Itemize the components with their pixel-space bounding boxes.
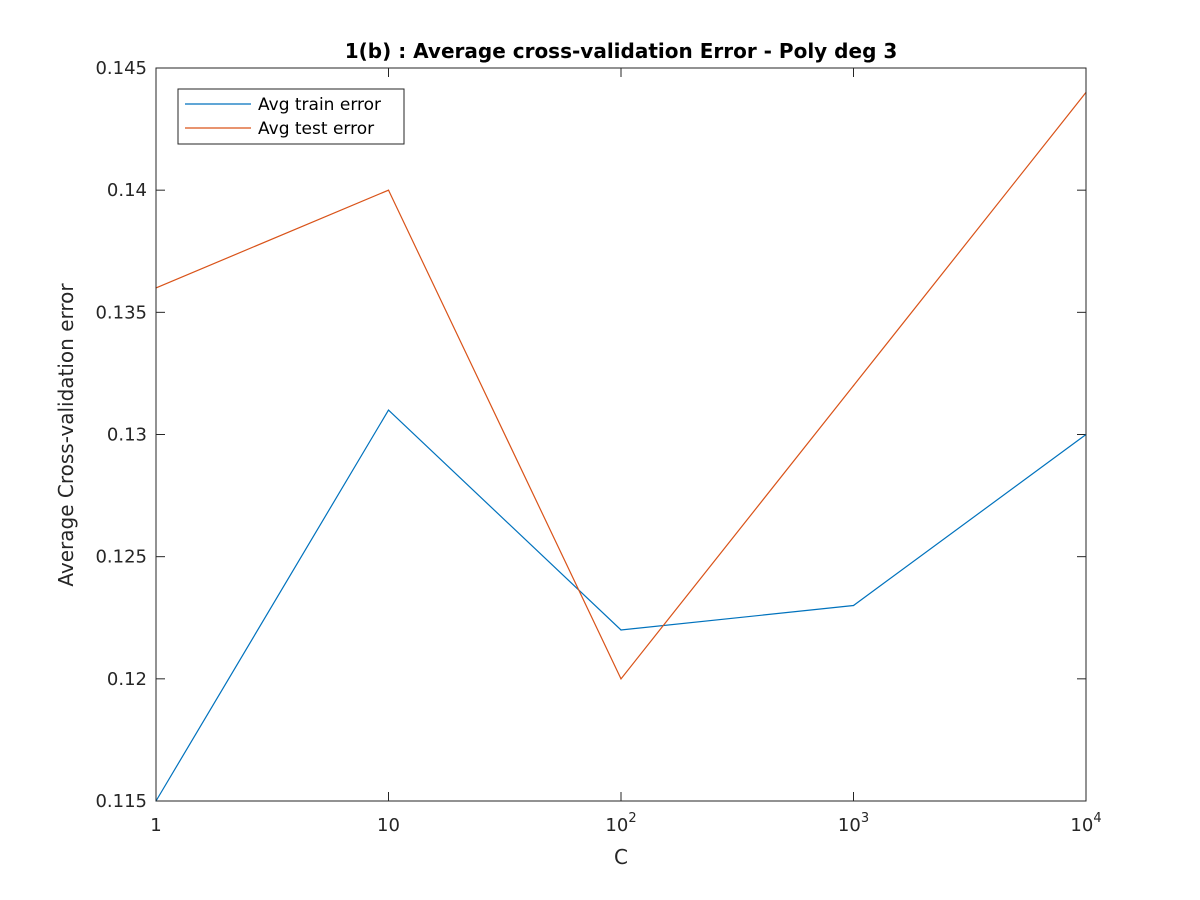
legend-label-2: Avg test error [258,119,374,139]
x-axis-label: C [614,845,628,869]
x-tick-label-base: 1 [150,815,161,836]
data-point [852,604,855,607]
legend-box [177,88,405,145]
x-tick-label: 1 [150,815,161,836]
x-tick-label-base: 10 [838,815,861,836]
x-tick-label: 104 [1070,811,1101,836]
x-tick-label-base: 10 [605,815,628,836]
data-point [852,385,855,387]
chart-title: 1(b) : Average cross-validation Error - … [345,39,898,63]
y-tick-label: 0.13 [107,425,147,446]
legend-label-1: Avg train error [258,95,381,115]
y-tick-label: 0.14 [107,180,147,201]
series-group [155,91,1087,802]
y-tick-label: 0.145 [95,58,147,79]
x-tick-label: 103 [838,811,869,836]
y-axis-label: Average Cross-validation error [54,283,78,587]
x-tick-label-base: 10 [1070,815,1093,836]
data-point [387,409,390,411]
data-point [387,189,390,191]
y-tick-label: 0.135 [95,302,147,323]
tick-labels: 1 10 102 103 1040.1150.120.1250.130.1350.140… [95,58,1101,836]
x-tick-label-exponent: 4 [1093,811,1101,826]
data-point [620,629,622,631]
plot-area [156,68,1086,801]
plot-box [155,67,1087,802]
x-tick-label: 10 [377,815,400,836]
x-tick-label: 102 [605,811,636,836]
y-tick-label: 0.12 [107,669,147,690]
y-tick-label: 0.125 [95,547,147,568]
x-tick-label-exponent: 3 [861,811,869,826]
legend: Avg train error Avg test error [177,88,405,145]
data-point [620,678,622,680]
x-tick-label-base: 10 [377,815,400,836]
x-tick-label-exponent: 2 [628,811,636,826]
y-tick-label: 0.115 [95,791,147,812]
